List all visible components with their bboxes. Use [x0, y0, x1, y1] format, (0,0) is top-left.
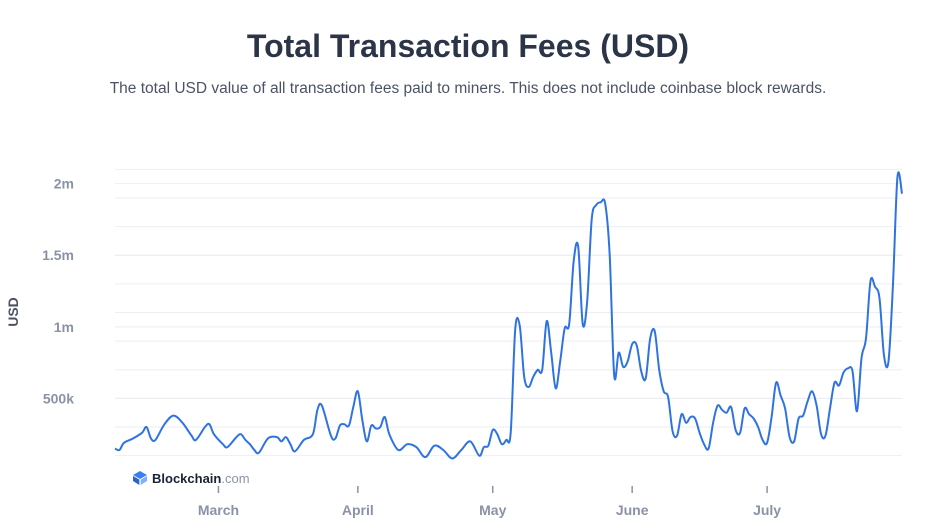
chart-title: Total Transaction Fees (USD) — [246, 28, 690, 64]
x-tick-label: July — [753, 502, 781, 518]
x-tick-label: May — [479, 502, 506, 518]
gridlines — [115, 168, 902, 457]
brand-logo: Blockchain .com — [132, 470, 250, 486]
brand-suffix: .com — [221, 470, 250, 486]
y-tick-label: 1.5m — [42, 247, 74, 263]
y-tick-label: 1m — [54, 319, 74, 335]
x-tick-label: March — [198, 502, 239, 518]
blockchain-cube-icon — [133, 471, 147, 485]
x-tick-label: April — [342, 502, 374, 518]
y-axis-ticks: 500k 1m 1.5m 2m — [42, 176, 74, 407]
series-layer — [114, 171, 903, 460]
brand-name: Blockchain — [152, 470, 222, 486]
x-axis-ticks: March April May June July — [198, 486, 781, 518]
chart-subtitle: The total USD value of all transaction f… — [109, 80, 827, 97]
y-tick-label: 2m — [54, 176, 74, 192]
y-axis-label: USD — [5, 297, 21, 327]
series-line — [114, 171, 903, 460]
y-tick-label: 500k — [43, 390, 74, 406]
x-tick-label: June — [616, 502, 649, 518]
